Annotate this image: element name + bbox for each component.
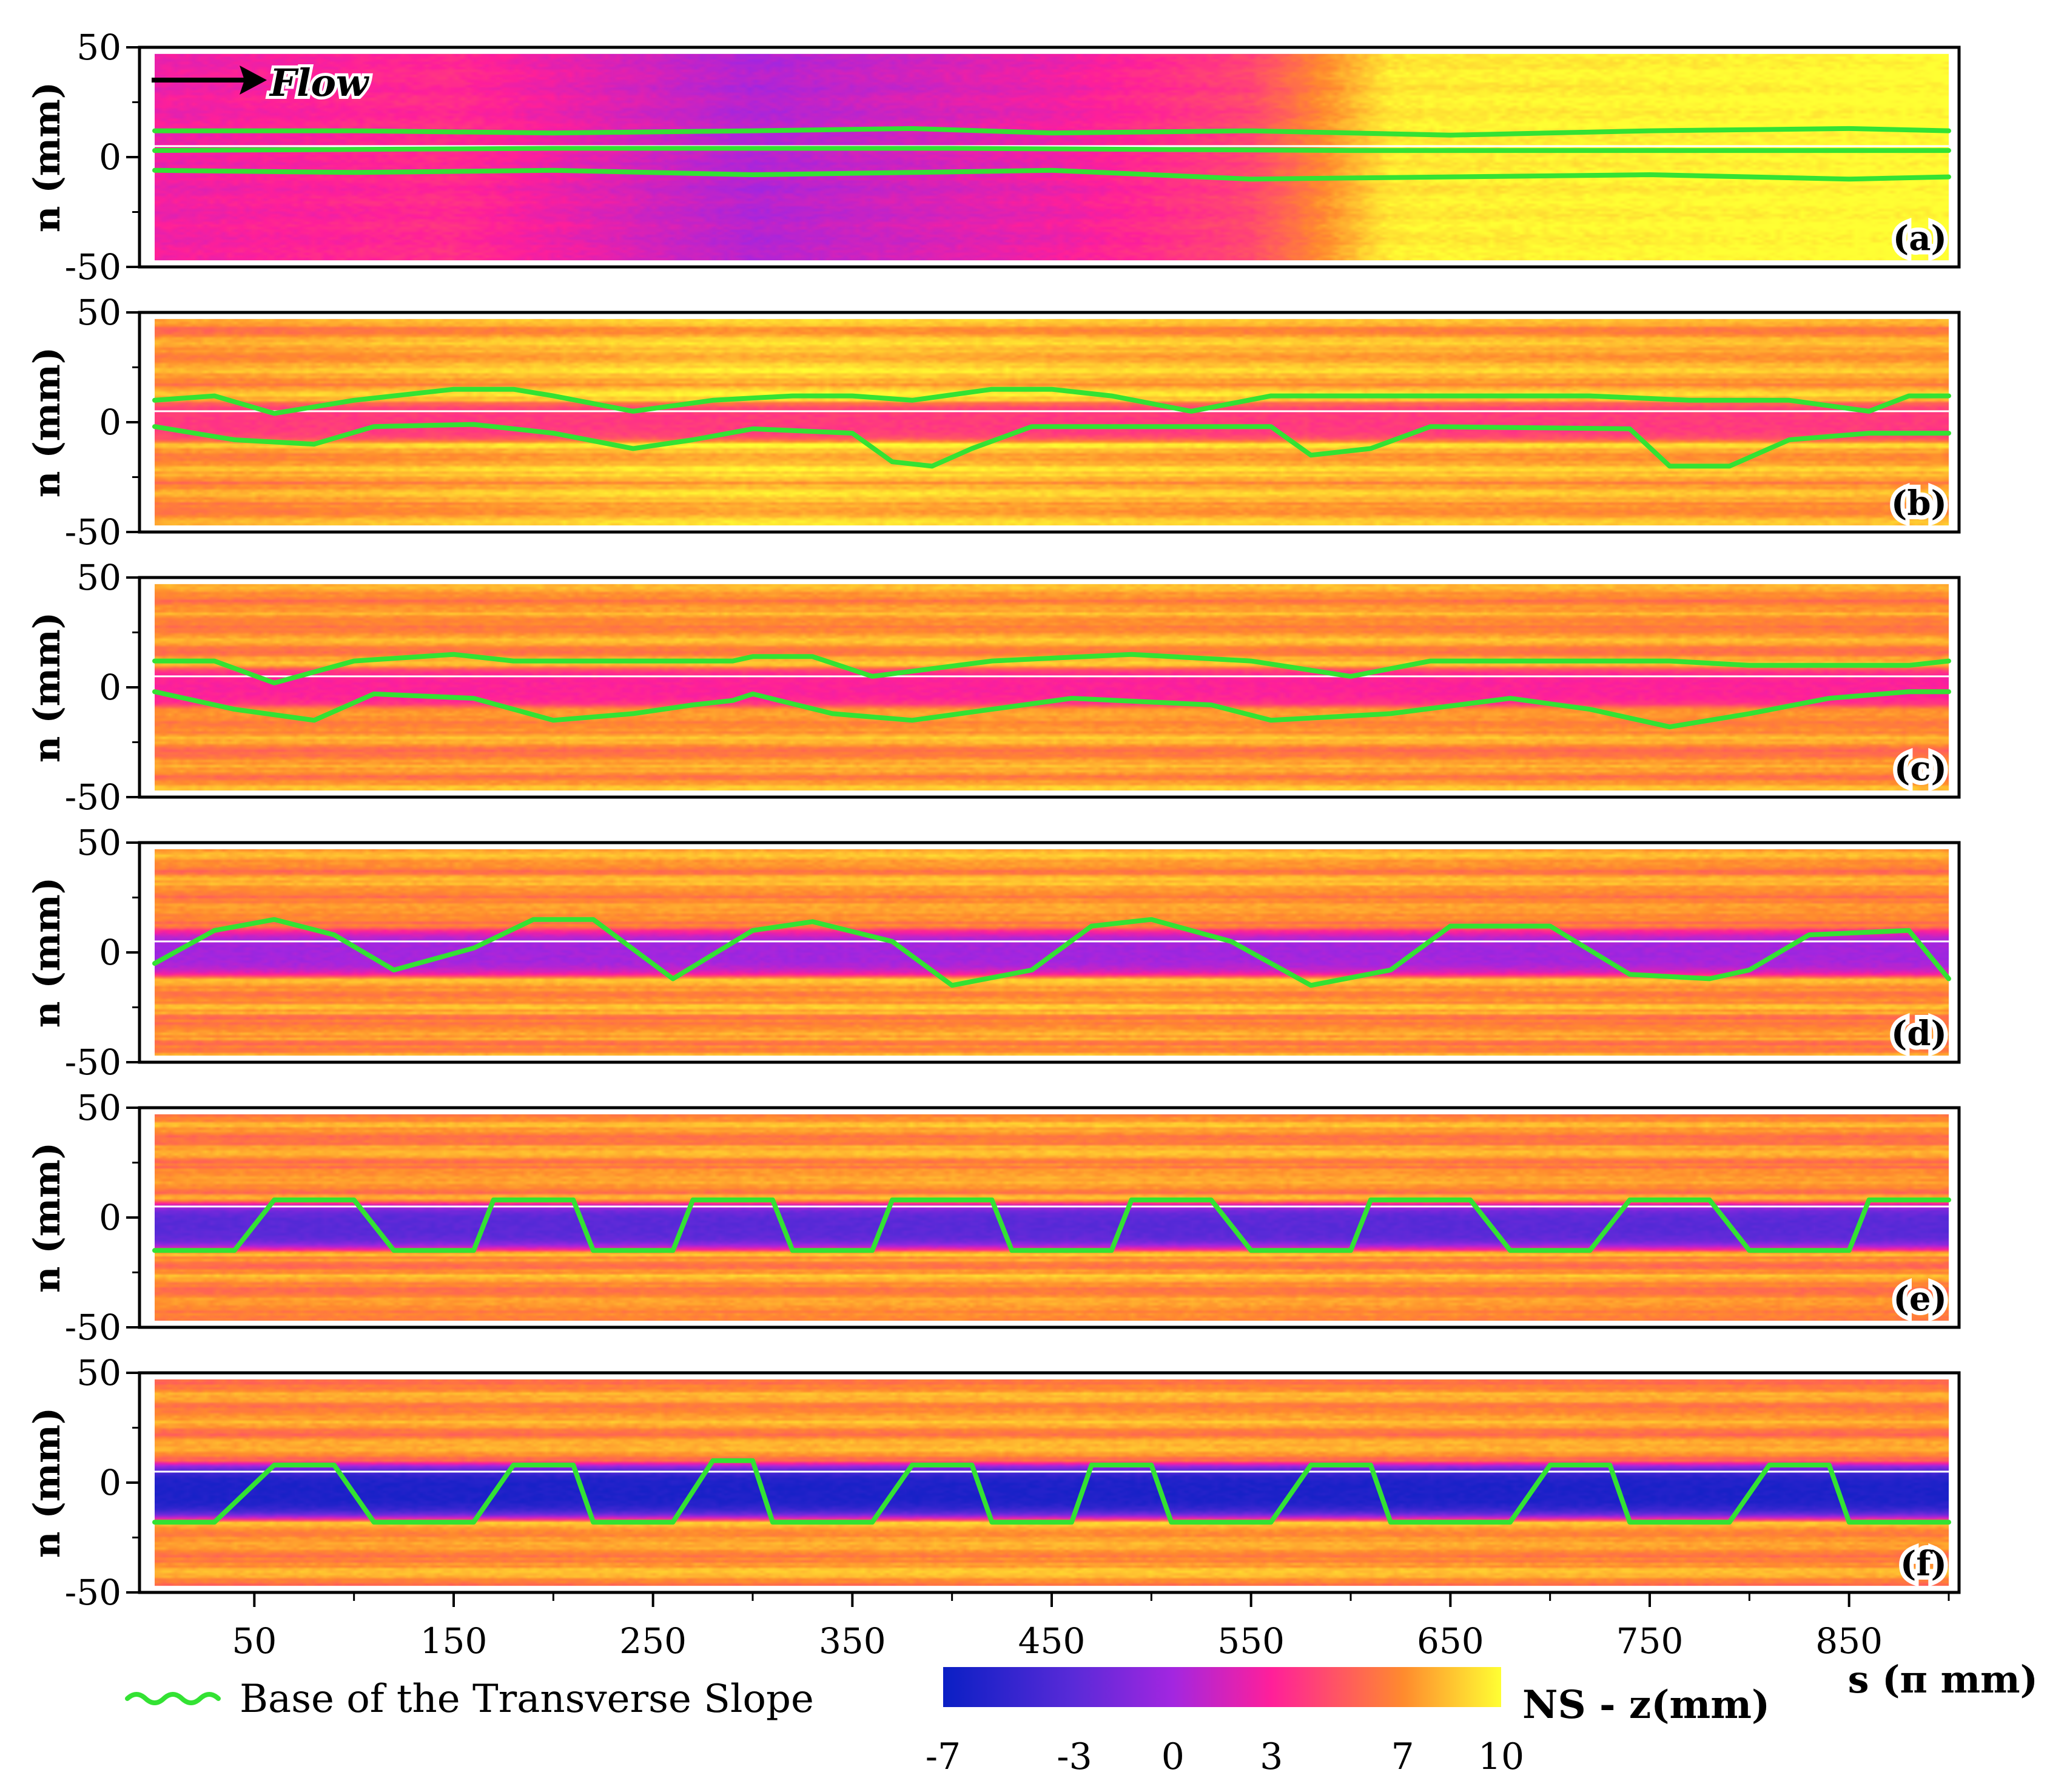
legend-line-icon [125,1692,221,1705]
colorbar-tick-label: 10 [1478,1736,1524,1778]
y-tick-label: 0 [99,1462,121,1503]
y-tick-label: -50 [65,1572,121,1613]
slope-base-upper-line [152,917,1951,988]
colorbar-label: NS - z(mm) [1522,1682,1770,1728]
colorbar-tick-label: 0 [1161,1736,1185,1778]
colorbar-tick-label: -3 [1057,1736,1092,1778]
y-axis-label: n (mm) [26,877,69,1028]
flow-annotation: Flow [269,61,370,105]
x-tick-label: 450 [1018,1620,1086,1662]
panel-label: (e) [1893,1279,1947,1319]
slope-base-lower-line [152,167,1951,182]
y-axis-label: n (mm) [26,82,69,232]
heatmap-a [155,53,1949,261]
slope-base-mid-line [152,146,1951,153]
slope-base-upper-line [152,126,1951,138]
x-tick-label: 350 [819,1620,886,1662]
flow-arrow-icon [240,66,267,95]
slope-base-upper-line [152,1458,1951,1525]
y-axis-label: n (mm) [26,1142,69,1293]
slope-base-upper-line [152,652,1951,685]
panel-f: 50 0 -50 n (mm) (f) [26,1352,1961,1613]
y-tick-label: 50 [76,1352,121,1393]
x-tick-label: 650 [1417,1620,1484,1662]
colorbar-tick-label: 7 [1391,1736,1414,1778]
y-tick-label: 50 [76,822,121,863]
slope-base-upper-line [152,1197,1951,1253]
colorbar: -7 -3 0 3 7 10 NS - z(mm) [926,1667,1770,1778]
y-tick-label: 0 [99,932,121,973]
y-tick-label: 0 [99,136,121,178]
x-tick-label: 50 [232,1620,277,1662]
x-axis-label: s (π mm) [1848,1657,2038,1702]
heatmap-b [155,318,1949,526]
heatmap-c [155,584,1949,791]
panel-stack: 50 0 -50 n (mm) (a) Flow 50 0 -50 n (mm) (b) 50 0 -50… [26,27,1961,1613]
y-tick-label: 50 [76,1087,121,1128]
y-axis-label: n (mm) [26,1407,69,1558]
panel-e: 50 0 -50 n (mm) (e) [26,1087,1961,1348]
x-tick-label: 750 [1616,1620,1684,1662]
y-axis-label: n (mm) [26,612,69,763]
y-axis-label: n (mm) [26,347,69,497]
slope-base-lower-line [152,422,1951,469]
y-tick-label: 0 [99,1197,121,1238]
y-tick-label: -50 [65,1042,121,1083]
y-tick-label: 0 [99,667,121,708]
legend: Base of the Transverse Slope [125,1677,814,1722]
heatmap-e [155,1114,1949,1321]
y-tick-label: 50 [76,557,121,598]
colorbar-bar [943,1667,1501,1707]
slope-base-upper-line [152,386,1951,416]
slope-base-lower-line [152,689,1951,730]
panel-label: (d) [1891,1014,1947,1054]
y-tick-label: 50 [76,292,121,333]
colorbar-tick-label: 3 [1260,1736,1283,1778]
panel-a: 50 0 -50 n (mm) (a) Flow [26,27,1961,288]
y-tick-label: -50 [65,511,121,553]
panel-label: (f) [1900,1544,1947,1584]
panel-label: (a) [1893,218,1947,258]
panel-label: (b) [1891,483,1947,524]
y-tick-label: -50 [65,246,121,288]
y-tick-label: -50 [65,1307,121,1348]
y-tick-label: -50 [65,776,121,818]
y-tick-label: 0 [99,402,121,443]
panel-b: 50 0 -50 n (mm) (b) [26,292,1961,553]
x-tick-label: 150 [420,1620,488,1662]
legend-label: Base of the Transverse Slope [240,1677,814,1722]
heatmap-f [155,1379,1949,1586]
x-tick-label: 250 [619,1620,687,1662]
y-tick-label: 50 [76,27,121,68]
panel-d: 50 0 -50 n (mm) (d) [26,822,1961,1083]
panel-label: (c) [1894,749,1947,789]
colorbar-tick-label: -7 [926,1736,961,1778]
panel-c: 50 0 -50 n (mm) (c) [26,557,1961,818]
x-tick-label: 550 [1217,1620,1285,1662]
x-tick-label: 850 [1815,1620,1883,1662]
